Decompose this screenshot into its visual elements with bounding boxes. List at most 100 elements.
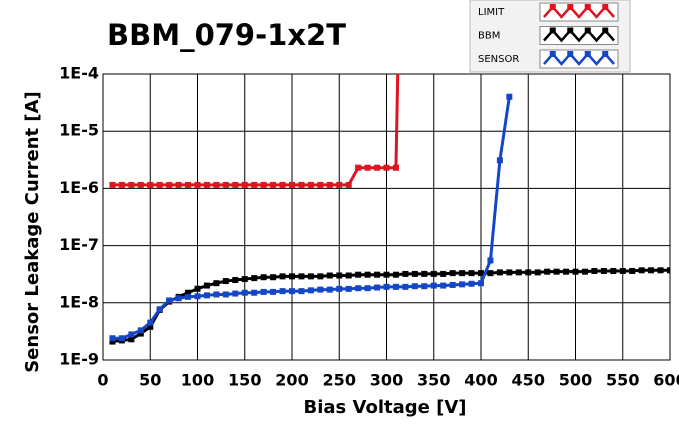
data-point: [317, 181, 324, 188]
data-point: [279, 181, 286, 188]
data-point: [383, 283, 390, 290]
data-point: [298, 181, 305, 188]
data-point: [185, 181, 192, 188]
data-point: [213, 280, 220, 287]
data-point: [374, 284, 381, 291]
data-point: [657, 267, 664, 274]
legend-marker: [584, 51, 591, 57]
data-point: [553, 268, 560, 275]
legend-marker: [549, 27, 556, 34]
y-tick-label: 1E-5: [59, 121, 99, 140]
data-point: [289, 288, 295, 295]
legend-swatch: [543, 52, 615, 66]
data-point: [194, 181, 201, 188]
y-axis-label: Sensor Leakage Current [A]: [22, 91, 43, 373]
data-point: [421, 270, 428, 277]
data-point: [241, 181, 248, 188]
data-point: [449, 270, 456, 277]
data-point: [137, 330, 144, 337]
data-point: [109, 181, 116, 188]
data-point: [203, 282, 210, 289]
series-group: [109, 74, 670, 345]
data-point: [355, 271, 362, 278]
data-point: [411, 270, 418, 277]
data-point: [137, 181, 144, 188]
data-point: [307, 273, 314, 280]
x-tick-label: 0: [97, 371, 108, 390]
legend-label: BBM: [478, 31, 500, 42]
data-point: [185, 293, 192, 300]
data-point: [128, 181, 135, 188]
data-point: [364, 164, 371, 171]
data-point: [515, 269, 522, 276]
data-point: [345, 285, 352, 292]
data-point: [525, 269, 532, 276]
data-point: [166, 297, 173, 304]
data-point: [279, 288, 286, 295]
x-tick-label: 350: [417, 371, 450, 390]
data-point: [336, 285, 343, 292]
data-point: [203, 181, 210, 188]
data-point: [156, 181, 163, 188]
x-tick-label: 200: [275, 371, 308, 390]
data-point: [270, 274, 277, 281]
x-tick-label: 150: [228, 371, 261, 390]
data-point: [487, 270, 494, 277]
data-point: [137, 327, 144, 334]
data-point: [213, 291, 220, 298]
legend-label: LIMIT: [478, 7, 505, 18]
x-tick-label: 500: [559, 371, 592, 390]
data-point: [326, 272, 333, 279]
data-point: [459, 270, 466, 277]
data-point: [336, 272, 343, 279]
data-point: [222, 291, 229, 298]
data-point: [194, 285, 201, 292]
data-point: [496, 157, 503, 164]
data-point: [468, 270, 475, 277]
data-point: [619, 267, 626, 274]
data-point: [392, 164, 399, 171]
data-point: [118, 181, 125, 188]
data-point: [128, 331, 135, 338]
plot-area: [102, 73, 671, 361]
data-point: [251, 289, 258, 296]
data-point: [298, 273, 305, 280]
legend-marker: [602, 51, 609, 57]
data-point: [487, 257, 494, 264]
data-point: [563, 268, 570, 275]
data-point: [147, 181, 154, 188]
x-tick-label: 600: [653, 371, 679, 390]
legend-marker: [602, 4, 609, 10]
chart-title: BBM_079-1x2T: [107, 18, 346, 52]
x-tick-label: 550: [606, 371, 639, 390]
data-point: [270, 181, 277, 188]
data-point: [610, 267, 617, 274]
data-point: [383, 164, 390, 171]
data-point: [260, 181, 267, 188]
data-point: [203, 292, 210, 299]
data-point: [402, 270, 409, 277]
x-axis-label: Bias Voltage [V]: [304, 397, 467, 418]
data-point: [534, 269, 541, 276]
data-point: [600, 267, 607, 274]
data-point: [506, 93, 513, 100]
data-point: [440, 270, 447, 277]
data-point: [260, 274, 267, 281]
data-point: [345, 272, 352, 279]
data-point: [392, 271, 399, 278]
data-point: [667, 267, 670, 274]
data-point: [355, 164, 362, 171]
data-point: [222, 181, 229, 188]
data-point: [468, 280, 475, 287]
data-point: [430, 282, 437, 289]
data-point: [147, 319, 154, 326]
data-point: [364, 271, 371, 278]
data-point: [232, 277, 239, 284]
x-tick-label: 50: [139, 371, 161, 390]
data-point: [307, 287, 314, 294]
data-point: [581, 268, 588, 275]
data-point: [194, 293, 201, 300]
data-point: [317, 273, 324, 280]
legend-marker: [567, 27, 574, 34]
data-point: [411, 283, 418, 290]
